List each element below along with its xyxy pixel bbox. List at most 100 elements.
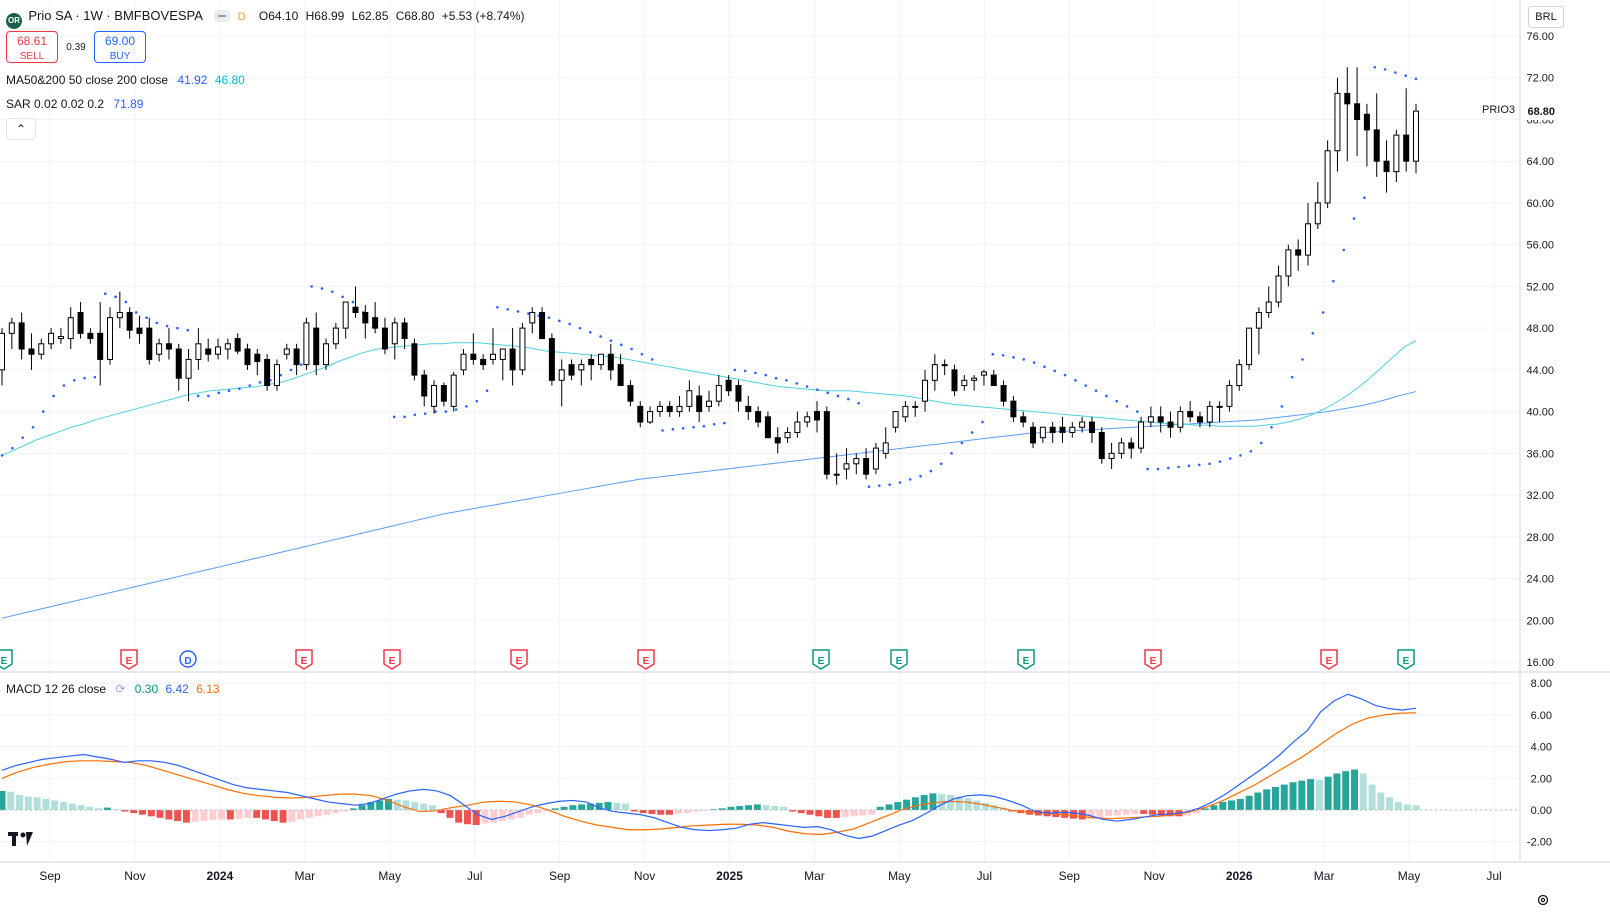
time-tick-label: Jul: [977, 869, 992, 883]
macd-hist-bar: [903, 799, 911, 810]
candle-body: [1344, 92, 1351, 105]
macd-hist-bar: [1157, 809, 1165, 816]
sar-dot: [774, 376, 778, 380]
time-tick-label: Nov: [634, 869, 655, 883]
refresh-icon[interactable]: ⟳: [115, 682, 126, 696]
last-price-label: 68.80: [1527, 106, 1555, 118]
macd-hist-bar: [182, 809, 190, 823]
event-marker-e[interactable]: E: [120, 649, 138, 670]
candle: [372, 302, 379, 334]
macd-hist-bar: [718, 808, 726, 810]
candle: [107, 307, 114, 365]
macd-hist-bar: [191, 809, 199, 822]
time-tick-label: May: [1398, 869, 1421, 883]
sell-button[interactable]: 68.61 SELL: [6, 31, 58, 63]
event-marker-e[interactable]: E: [383, 649, 401, 670]
sar-dot: [21, 436, 24, 439]
chart-grid: [0, 0, 1520, 862]
macd-hist-bar: [402, 800, 410, 810]
event-marker-d[interactable]: D: [179, 650, 197, 668]
currency-selector[interactable]: BRL: [1528, 6, 1564, 28]
candle-body: [1138, 421, 1145, 449]
ma-legend[interactable]: MA50&200 50 close 200 close 41.92 46.80: [6, 73, 245, 87]
event-marker-e[interactable]: E: [510, 649, 528, 670]
sar-legend[interactable]: SAR 0.02 0.02 0.2 71.89: [6, 97, 143, 111]
price-tick-label: 32.00: [1526, 490, 1554, 502]
time-tick-label: 2024: [207, 869, 234, 883]
delay-badge[interactable]: D: [237, 11, 246, 23]
candle: [342, 301, 349, 339]
candle-body: [666, 405, 673, 413]
sar-dot: [176, 326, 179, 330]
logo-dot: [20, 832, 26, 838]
sar-dot: [919, 474, 922, 478]
candle-body: [332, 327, 339, 345]
macd-hist-bar: [235, 809, 243, 819]
sar-dot: [826, 391, 829, 395]
axes[interactable]: 76.0072.0068.0064.0060.0056.0052.0048.00…: [0, 0, 1610, 883]
candle-body: [548, 338, 555, 381]
sar-dot: [1352, 217, 1356, 220]
event-marker-e[interactable]: E: [1017, 649, 1035, 670]
sar-dot: [671, 428, 675, 431]
symbol-title[interactable]: Prio SA · 1W · BMFBOVESPA: [28, 8, 203, 23]
candle: [696, 385, 703, 423]
earnings-icon: [637, 649, 655, 670]
candle: [215, 338, 222, 360]
candle-body: [401, 322, 408, 340]
macd-hist-bar: [1263, 789, 1271, 810]
buy-button[interactable]: 69.00 BUY: [94, 31, 146, 63]
event-marker-e[interactable]: E: [812, 649, 830, 670]
sar-dot: [1259, 441, 1263, 445]
event-marker-e[interactable]: E: [295, 649, 313, 670]
macd-label: MACD 12 26 close: [6, 682, 107, 696]
macd-hist-bar: [1219, 802, 1227, 810]
event-marker-e[interactable]: E: [1320, 649, 1338, 670]
event-marker-e[interactable]: E: [637, 649, 655, 670]
price-tick-label: 48.00: [1526, 323, 1554, 335]
collapse-legend-button[interactable]: ⌃: [6, 118, 36, 140]
candle-body: [48, 332, 55, 345]
macd-hist-bar: [1228, 800, 1236, 810]
event-marker-e[interactable]: E: [0, 649, 13, 670]
sar-dot: [795, 382, 799, 385]
macd-legend[interactable]: MACD 12 26 close ⟳ 0.30 6.42 6.13: [6, 682, 220, 696]
candle: [588, 354, 595, 381]
event-marker-e[interactable]: E: [890, 649, 908, 670]
event-marker-e[interactable]: E: [1144, 649, 1162, 670]
sar-dot: [1105, 394, 1108, 398]
sar-dot: [681, 426, 685, 430]
macd-hist-bar: [42, 798, 50, 810]
candle-body: [941, 364, 948, 367]
spread-value: 0.39: [66, 42, 86, 53]
candle-body: [38, 343, 45, 355]
candle-body: [175, 348, 182, 379]
candle: [67, 307, 74, 349]
candle-body: [146, 327, 153, 360]
macd-hist-bar: [1359, 773, 1367, 810]
sar-dot: [403, 415, 406, 419]
settings-gear-icon[interactable]: [1536, 893, 1550, 907]
sar-dot: [506, 308, 510, 311]
candle-body: [1000, 385, 1007, 402]
candle-body: [1049, 426, 1056, 433]
candle: [597, 353, 604, 370]
candle-body: [18, 322, 25, 350]
macd-hist-bar: [1280, 784, 1288, 810]
candle-body: [1373, 129, 1380, 162]
candle: [509, 328, 516, 386]
candle: [175, 343, 182, 391]
last-price-box[interactable]: [1521, 102, 1561, 121]
candle-body: [735, 385, 742, 402]
event-marker-e[interactable]: E: [1397, 649, 1415, 670]
sar-dot: [609, 339, 613, 342]
macd-hist-bar: [824, 809, 832, 818]
candle: [755, 406, 762, 428]
sar-dot: [238, 387, 241, 390]
sell-price: 68.61: [16, 34, 48, 48]
more-icon[interactable]: [214, 10, 231, 22]
candle-body: [1403, 134, 1410, 162]
